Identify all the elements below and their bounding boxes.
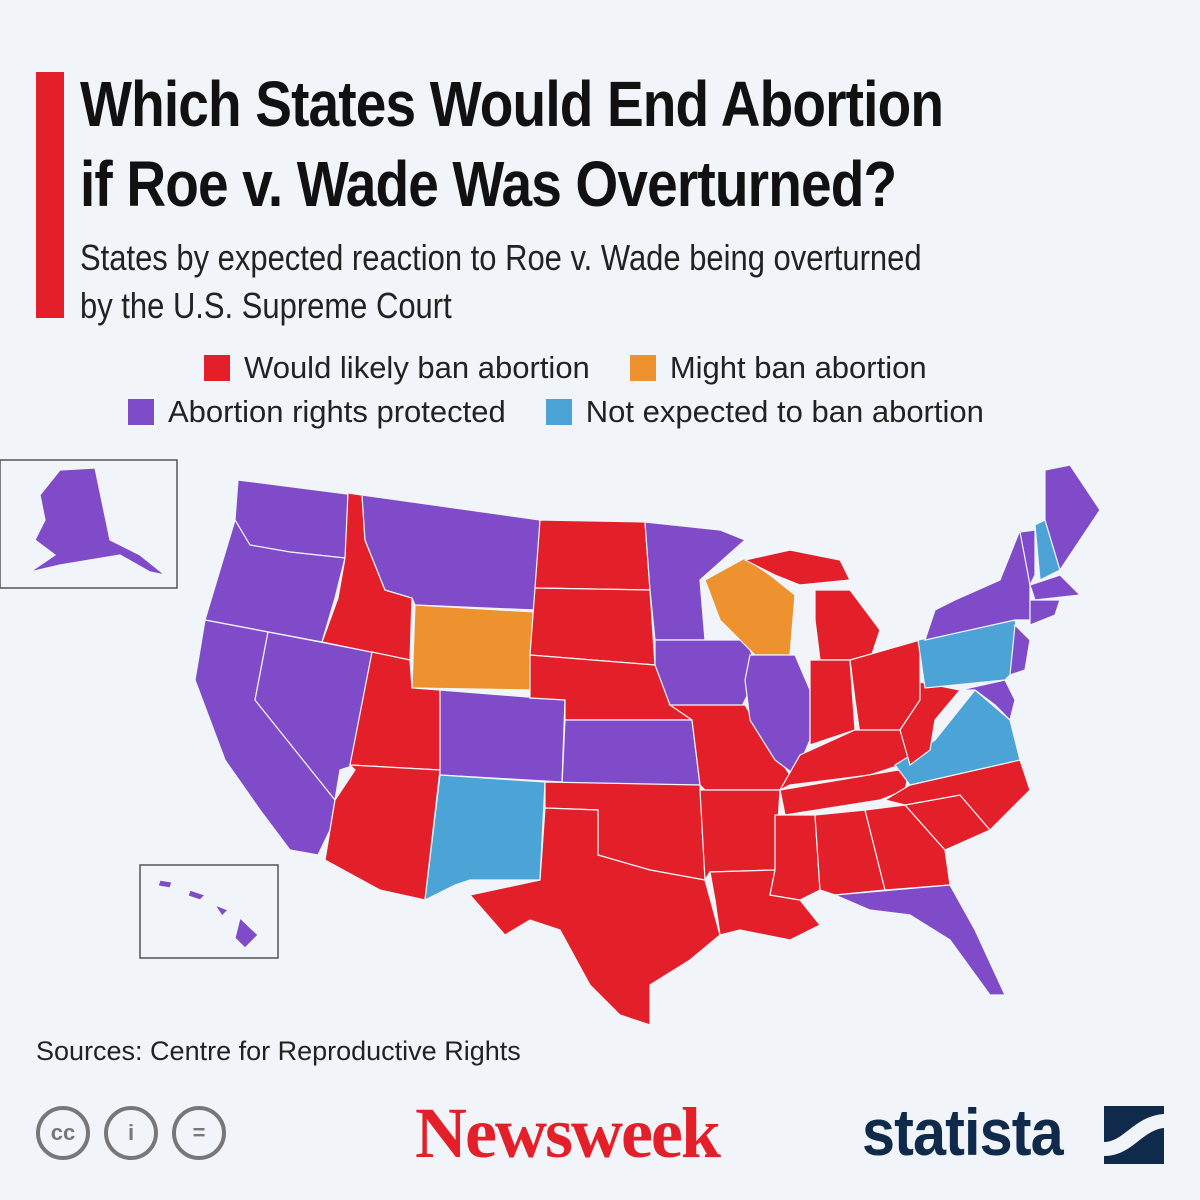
state-fl [834, 884, 1006, 996]
state-nd [534, 519, 651, 591]
accent-bar [36, 72, 64, 318]
title-line-1: Which States Would End Abortion [80, 68, 944, 140]
state-tx [468, 807, 721, 1026]
state-ia [654, 639, 761, 711]
legend-swatch [545, 399, 572, 425]
subtitle-line-1: States by expected reaction to Roe v. Wa… [80, 237, 922, 278]
state-hi [157, 879, 259, 949]
state-mn [644, 521, 747, 641]
state-co [439, 689, 566, 783]
legend-swatch [204, 355, 230, 381]
state-ma [1029, 574, 1082, 601]
state-me [1044, 464, 1101, 572]
newsweek-logo: Newsweek [415, 1093, 721, 1173]
state-ms [769, 814, 821, 901]
legend-swatch [629, 355, 656, 381]
attribution-icon[interactable]: i [104, 1106, 158, 1160]
legend-label: Not expected to ban abortion [585, 394, 984, 429]
legend-label: Might ban abortion [669, 350, 927, 385]
state-mi [814, 589, 881, 661]
legend-item-might: Might ban abortion [629, 350, 927, 386]
subtitle: States by expected reaction to Roe v. Wa… [80, 234, 922, 330]
state-in [809, 659, 856, 746]
cc-icon[interactable]: cc [36, 1106, 90, 1160]
alaska-inset-box [0, 459, 178, 589]
page-title: Which States Would End Abortion if Roe v.… [80, 64, 944, 224]
statista-logo: statista [862, 1095, 1064, 1169]
legend-swatch [128, 399, 154, 425]
legend-item-not-expected: Not expected to ban abortion [545, 394, 984, 430]
legend-item-protected: Abortion rights protected [128, 394, 506, 430]
state-nm [424, 774, 546, 902]
state-ct [1029, 599, 1061, 626]
license-icons: cc i = [36, 1106, 226, 1160]
state-sd [529, 587, 656, 666]
state-ks [561, 719, 701, 786]
legend-item-ban: Would likely ban abortion [204, 350, 590, 386]
legend-label: Abortion rights protected [168, 394, 506, 429]
state-nj [1009, 623, 1031, 676]
no-derivatives-icon[interactable]: = [172, 1106, 226, 1160]
state-wy [411, 604, 536, 691]
state-ar [699, 789, 781, 882]
source-note: Sources: Centre for Reproductive Rights [36, 1036, 521, 1066]
state-vt [1019, 529, 1036, 587]
state-az [324, 764, 441, 901]
state-ny [924, 529, 1031, 641]
state-wv [899, 681, 962, 767]
statista-logo-icon [1104, 1106, 1164, 1164]
title-line-2: if Roe v. Wade Was Overturned? [80, 148, 897, 220]
state-ga [864, 804, 951, 891]
subtitle-line-2: by the U.S. Supreme Court [80, 285, 452, 326]
state-miu [743, 549, 851, 586]
state-md [959, 679, 1016, 722]
state-ak [29, 467, 166, 576]
hawaii-inset-box [139, 864, 279, 959]
legend-label: Would likely ban abortion [244, 350, 590, 385]
